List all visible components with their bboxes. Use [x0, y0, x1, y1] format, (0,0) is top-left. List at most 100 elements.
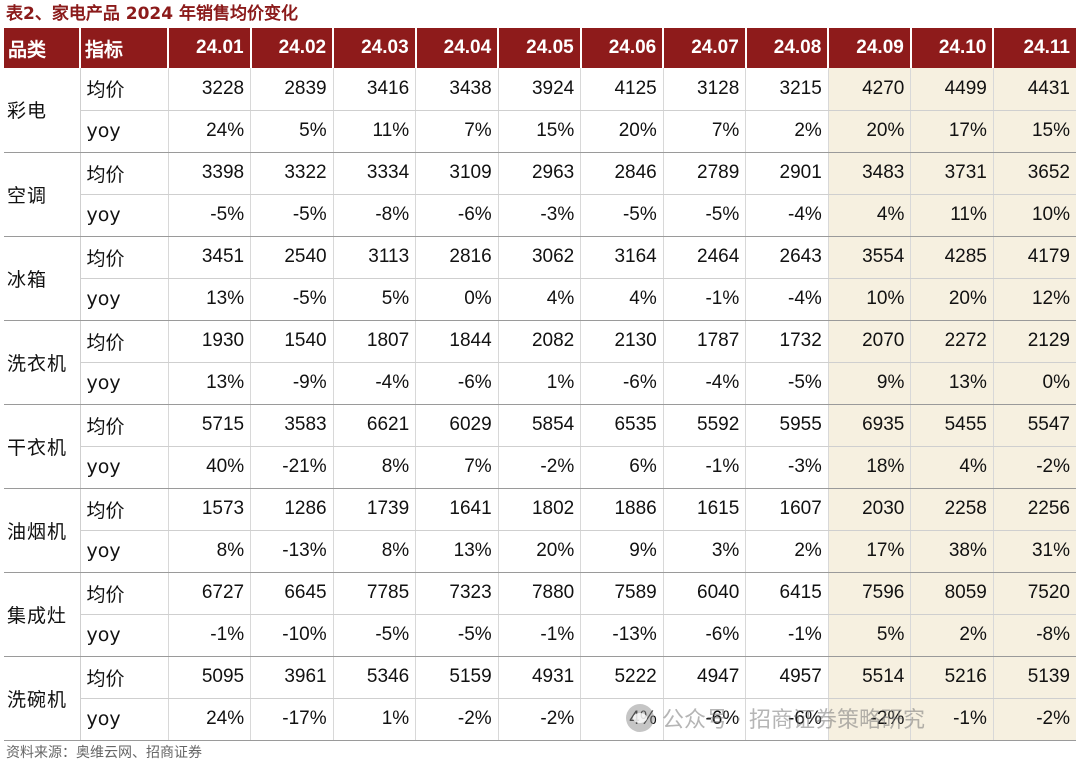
value-cell: -1% [497, 614, 581, 657]
value-cell: 3438 [415, 68, 499, 111]
value-cell: 2839 [250, 68, 334, 111]
value-cell: 4% [580, 278, 664, 321]
value-cell: 2% [745, 530, 829, 573]
value-cell: 3228 [167, 68, 251, 111]
value-cell: 1844 [415, 320, 499, 363]
value-cell: 5139 [992, 656, 1076, 699]
header-month: 24.09 [827, 28, 911, 68]
value-cell: 13% [910, 362, 994, 405]
value-cell: -2% [497, 698, 581, 741]
value-cell: 6029 [415, 404, 499, 447]
value-cell: 2130 [580, 320, 664, 363]
value-cell: -6% [415, 362, 499, 405]
header-month: 24.04 [414, 28, 499, 68]
value-cell: 5% [250, 110, 334, 153]
value-cell: 5095 [167, 656, 251, 699]
value-cell: 10% [827, 278, 911, 321]
value-cell: 6727 [167, 572, 251, 615]
value-cell: 3322 [250, 152, 334, 195]
value-cell: 5159 [415, 656, 499, 699]
value-cell: 20% [580, 110, 664, 153]
header-month: 24.07 [662, 28, 746, 68]
table-row: 干衣机 均价 5715 3583 6621 6029 5854 6535 5592 5955 693… [4, 404, 1076, 489]
category-cell: 干衣机 [4, 404, 81, 489]
table-row: 冰箱 均价 3451 2540 3113 2816 3062 3164 2464 2643 3554… [4, 236, 1076, 321]
value-cell: 7520 [992, 572, 1076, 615]
value-cell: 13% [167, 362, 251, 405]
metric-cell: 均价 [80, 488, 169, 531]
value-cell: 1615 [662, 488, 746, 531]
value-cell: 8% [167, 530, 251, 573]
value-cell: -2% [992, 446, 1076, 489]
value-cell: 5592 [662, 404, 746, 447]
value-cell: 7785 [332, 572, 416, 615]
metric-cell: 均价 [80, 656, 169, 699]
value-cell: 1573 [167, 488, 251, 531]
value-cell: 4% [497, 278, 581, 321]
value-cell: 2% [745, 110, 829, 153]
metric-cell: yoy [80, 278, 169, 321]
source-note: 资料来源：奥维云网、招商证券 [6, 745, 202, 761]
header-month: 24.05 [497, 28, 581, 68]
value-cell: 11% [332, 110, 416, 153]
value-cell: 2789 [662, 152, 746, 195]
value-cell: 4931 [497, 656, 581, 699]
value-cell: 3128 [662, 68, 746, 111]
header-month: 24.01 [167, 28, 251, 68]
value-cell: 2070 [827, 320, 911, 363]
value-cell: 3164 [580, 236, 664, 279]
value-cell: 20% [910, 278, 994, 321]
category-cell: 空调 [4, 152, 81, 237]
value-cell: 2256 [992, 488, 1076, 531]
value-cell: 4499 [910, 68, 994, 111]
value-cell: 4179 [992, 236, 1076, 279]
metric-cell: yoy [80, 194, 169, 237]
value-cell: 8% [332, 446, 416, 489]
value-cell: 8% [332, 530, 416, 573]
value-cell: -1% [910, 698, 994, 741]
value-cell: 7% [662, 110, 746, 153]
header-metric: 指标 [79, 28, 169, 68]
value-cell: 20% [497, 530, 581, 573]
value-cell: 2129 [992, 320, 1076, 363]
value-cell: 3731 [910, 152, 994, 195]
value-cell: 5% [827, 614, 911, 657]
value-cell: 5514 [827, 656, 911, 699]
value-cell: -6% [745, 698, 829, 741]
table-row: 洗衣机 均价 1930 1540 1807 1844 2082 2130 1787 1732 207… [4, 320, 1076, 405]
value-cell: -3% [497, 194, 581, 237]
value-cell: -1% [662, 278, 746, 321]
value-cell: 6535 [580, 404, 664, 447]
value-cell: 3334 [332, 152, 416, 195]
value-cell: 6040 [662, 572, 746, 615]
value-cell: 2901 [745, 152, 829, 195]
value-cell: 2963 [497, 152, 581, 195]
table-row: yoy 13% -9% -4% -6% 1% -6% -4% -5% 9% 13% 0% [4, 362, 1076, 405]
metric-cell: 均价 [80, 152, 169, 195]
value-cell: 4957 [745, 656, 829, 699]
value-cell: 2082 [497, 320, 581, 363]
value-cell: -13% [250, 530, 334, 573]
value-cell: 3554 [827, 236, 911, 279]
value-cell: 1732 [745, 320, 829, 363]
price-table: 品类 指标 24.01 24.02 24.03 24.04 24.05 24.06 24.07 2… [4, 28, 1076, 741]
value-cell: 5455 [910, 404, 994, 447]
value-cell: 15% [497, 110, 581, 153]
value-cell: 20% [827, 110, 911, 153]
category-cell: 集成灶 [4, 572, 81, 657]
value-cell: 2258 [910, 488, 994, 531]
value-cell: 3652 [992, 152, 1076, 195]
value-cell: 9% [827, 362, 911, 405]
value-cell: -1% [167, 614, 251, 657]
table-row: yoy 8% -13% 8% 13% 20% 9% 3% 2% 17% 38% 31% [4, 530, 1076, 573]
value-cell: 6621 [332, 404, 416, 447]
value-cell: 4% [827, 194, 911, 237]
value-cell: 0% [992, 362, 1076, 405]
value-cell: 7% [415, 446, 499, 489]
value-cell: -4% [745, 278, 829, 321]
metric-cell: 均价 [80, 404, 169, 447]
value-cell: 3416 [332, 68, 416, 111]
value-cell: 2816 [415, 236, 499, 279]
header-month: 24.06 [579, 28, 664, 68]
table-row: yoy 24% -17% 1% -2% -2% 4% -6% -6% -2% -1% -2% [4, 698, 1076, 741]
